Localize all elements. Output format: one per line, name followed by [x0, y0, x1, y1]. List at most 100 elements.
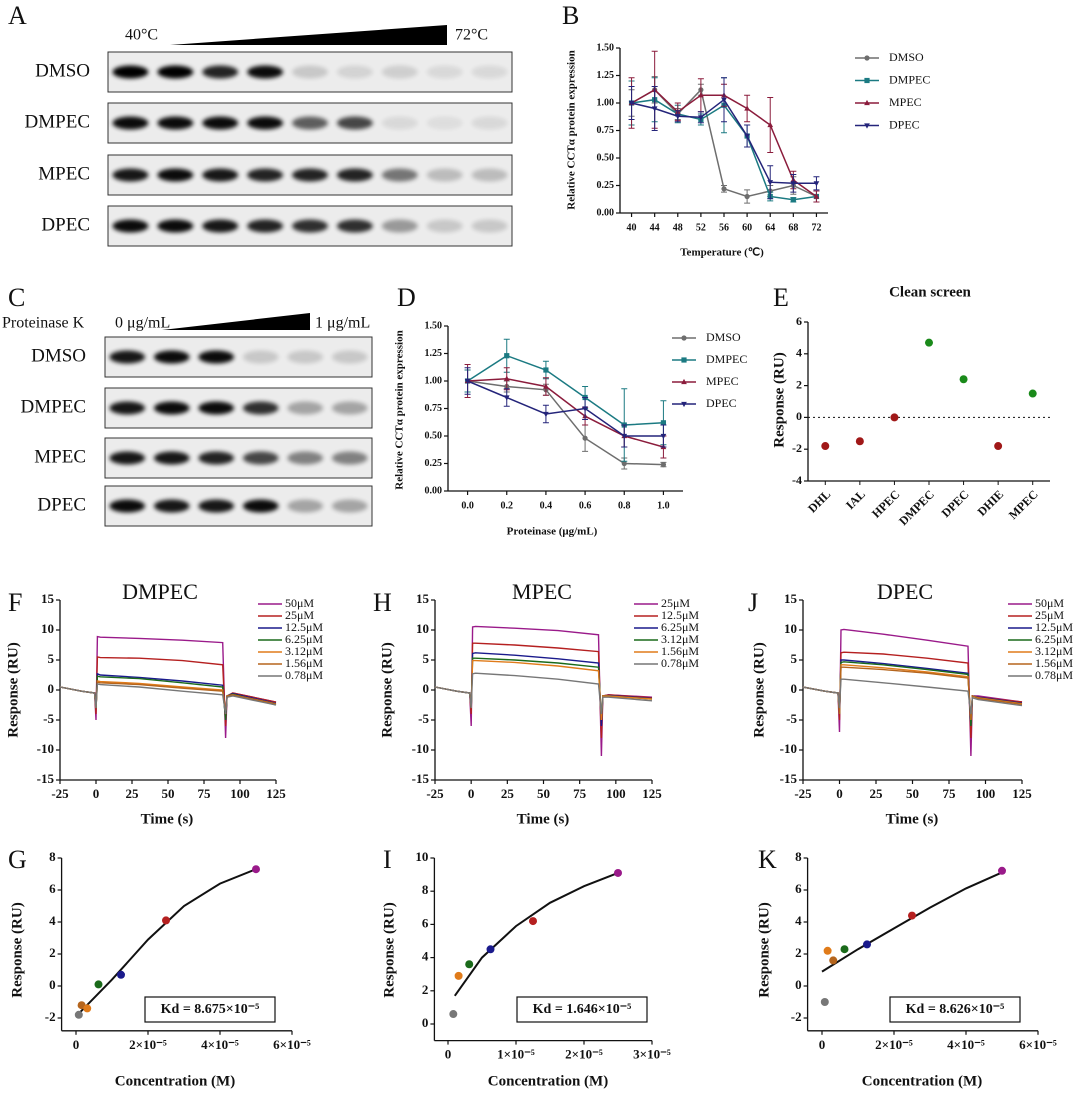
row-label: MPEC — [38, 163, 90, 184]
y-tick-label: 1.00 — [597, 97, 615, 108]
legend-label: MPEC — [889, 95, 922, 109]
panel-letter: B — [562, 1, 579, 30]
chart-title: MPEC — [512, 579, 572, 604]
blot-band — [112, 168, 149, 182]
blot-band — [109, 401, 146, 415]
y-tick-label: -5 — [786, 711, 797, 726]
point — [890, 413, 899, 422]
y-tick-label: 0.00 — [597, 207, 615, 218]
y-tick-label: -5 — [418, 711, 429, 726]
marker — [744, 105, 750, 111]
point — [465, 960, 474, 969]
legend-label: 6.25μM — [661, 620, 699, 634]
x-tick-label: 1.0 — [657, 500, 670, 511]
y-tick-label: 1.50 — [597, 42, 615, 53]
blot-band — [471, 116, 508, 130]
blot-band — [112, 219, 149, 233]
x-tick-label: 48 — [673, 222, 683, 233]
marker — [767, 180, 774, 186]
x-tick-label: 0 — [836, 786, 843, 801]
annotation-box — [144, 996, 276, 1023]
annotation: Kd = 8.626×10⁻⁵ — [906, 1002, 1005, 1017]
x-tick-label: 72 — [811, 222, 821, 233]
blot-band — [198, 350, 235, 364]
x-tick-label: 40 — [627, 222, 637, 233]
y-tick-label: 5 — [423, 651, 430, 666]
point — [83, 1004, 92, 1013]
legend-label: 6.25μM — [285, 632, 323, 646]
end-label: 1 μg/mL — [315, 315, 370, 332]
legend-label: DMSO — [889, 50, 924, 64]
x-tick-label: 100 — [230, 786, 250, 801]
marker — [864, 123, 870, 129]
annotation-box — [516, 996, 648, 1023]
y-axis-label: Relative CCTα protein expression — [394, 330, 406, 489]
fit-curve — [75, 868, 257, 1018]
blot-band — [198, 401, 235, 415]
x-axis-label: Time (s) — [141, 811, 194, 827]
blot-band — [242, 499, 279, 513]
x-axis-label: Proteinase (μg/mL) — [507, 526, 598, 538]
marker — [503, 375, 510, 381]
marker — [543, 383, 549, 389]
marker — [698, 115, 704, 121]
legend-label: 0.78μM — [661, 656, 699, 670]
marker — [660, 462, 667, 468]
blot-band — [287, 499, 324, 513]
x-tick-label: 0.0 — [461, 500, 474, 511]
fit-curve — [453, 871, 619, 997]
blot-band — [381, 116, 418, 130]
x-tick-label: 64 — [765, 222, 775, 233]
blot-band — [247, 65, 284, 79]
marker — [504, 353, 510, 359]
annotation: Kd = 1.646×10⁻⁵ — [533, 1002, 632, 1017]
blot-band — [157, 65, 194, 79]
panel-letter: J — [748, 588, 758, 617]
marker — [621, 433, 628, 440]
marker — [628, 100, 635, 107]
marker — [543, 367, 549, 373]
blot-strip — [104, 387, 373, 429]
row-label: DMPEC — [21, 396, 86, 417]
gradient-wedge — [162, 313, 310, 330]
point — [1028, 389, 1037, 398]
chart-title: DPEC — [877, 579, 933, 604]
y-axis-label: Response (RU) — [381, 902, 397, 997]
row-label: MPEC — [34, 446, 86, 467]
x-axis-label: Concentration (M) — [115, 1073, 235, 1089]
x-tick-label: 52 — [696, 222, 706, 233]
y-tick-label: 6 — [422, 915, 429, 930]
y-tick-label: -4 — [792, 473, 802, 487]
blot-band — [247, 168, 284, 182]
x-tick-label: 1×10⁻⁵ — [497, 1047, 535, 1062]
marker — [864, 55, 870, 61]
x-tick-label: DHIE — [975, 487, 1007, 519]
x-axis-label: Temperature (℃) — [680, 247, 764, 259]
panel-letter: I — [383, 845, 392, 874]
panel-letter: E — [773, 283, 789, 312]
x-tick-label: 50 — [162, 786, 175, 801]
legend-label: 25μM — [285, 608, 314, 622]
y-tick-label: 0 — [423, 681, 430, 696]
x-tick-label: 125 — [266, 786, 286, 801]
y-tick-label: -10 — [780, 741, 797, 756]
blot-band — [471, 168, 508, 182]
legend-label: 1.56μM — [1035, 656, 1073, 670]
blot-band — [331, 451, 368, 465]
x-tick-label: 2×10⁻⁵ — [875, 1037, 913, 1052]
x-tick-label: 0 — [73, 1037, 80, 1052]
point — [821, 442, 830, 451]
legend-label: 12.5μM — [285, 620, 323, 634]
point — [820, 998, 829, 1006]
x-tick-label: IAL — [843, 487, 868, 512]
y-tick-label: 6 — [796, 314, 802, 328]
blot-band — [202, 168, 239, 182]
marker — [464, 378, 471, 385]
start-label: 0 μg/mL — [115, 315, 170, 332]
blot-band — [109, 350, 146, 364]
point — [74, 1010, 83, 1019]
panel-letter: H — [373, 588, 392, 617]
x-tick-label: DPEC — [939, 487, 972, 520]
y-tick-label: 4 — [422, 949, 429, 964]
annotation: Kd = 8.675×10⁻⁵ — [161, 1002, 260, 1017]
